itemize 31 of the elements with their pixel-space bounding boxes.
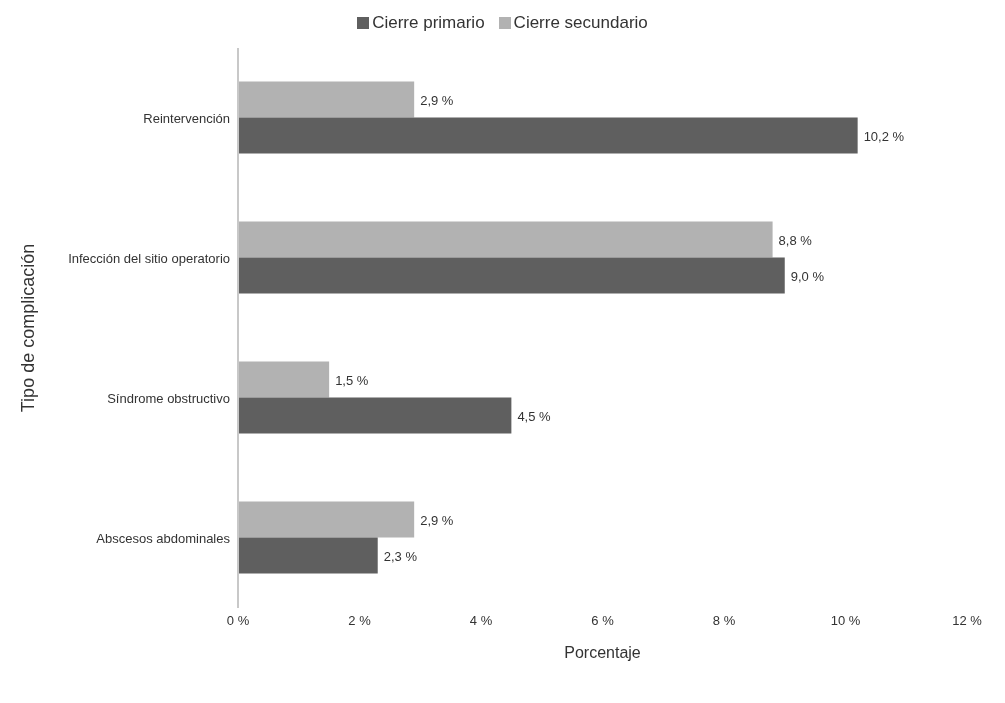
x-tick-label: 10 %: [830, 613, 861, 629]
legend-label: Cierre primario: [371, 13, 485, 33]
y-tick-label: Abscesos abdominales: [96, 530, 231, 546]
bar: [238, 81, 415, 118]
y-tick-label: Síndrome obstructivo: [107, 390, 230, 406]
x-axis-title: Porcentaje: [564, 644, 641, 661]
y-tick-label: Infección del sitio operatorio: [68, 250, 230, 266]
bar: [238, 537, 378, 574]
data-label: 8,8 %: [778, 232, 813, 248]
bar: [238, 501, 415, 538]
x-tick-label: 0 %: [226, 613, 250, 629]
data-label: 4,5 %: [517, 408, 552, 424]
bar: [238, 361, 330, 398]
x-tick-label: 8 %: [712, 613, 736, 629]
legend-label: Cierre secundario: [512, 13, 648, 33]
data-label: 2,9 %: [420, 512, 454, 528]
bar: [238, 221, 773, 258]
x-tick-label: 6 %: [591, 613, 615, 629]
x-tick-label: 4 %: [469, 613, 493, 629]
bar: [238, 257, 785, 294]
bar: [238, 117, 858, 154]
x-tick-label: 12 %: [952, 613, 983, 629]
data-label: 2,3 %: [383, 548, 418, 564]
data-label: 1,5 %: [335, 372, 369, 388]
data-label: 10,2 %: [863, 128, 905, 144]
y-axis-title: Tipo de complicación: [18, 243, 39, 413]
bar: [238, 397, 512, 434]
data-label: 2,9 %: [420, 92, 454, 108]
y-tick-label: Reintervención: [143, 110, 230, 126]
x-tick-label: 2 %: [348, 613, 372, 629]
data-label: 9,0 %: [790, 268, 825, 284]
